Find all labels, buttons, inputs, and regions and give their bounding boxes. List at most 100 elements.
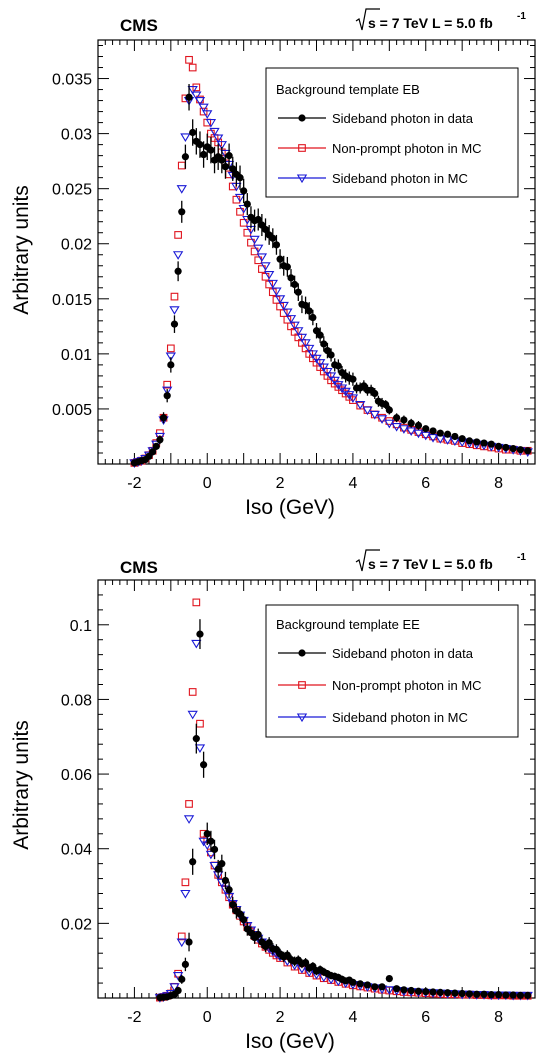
sideband-photon-in-data-point (207, 837, 215, 845)
non-prompt-photon-in-mc-point (177, 932, 186, 941)
sideband-photon-in-data-point (458, 989, 466, 998)
sideband-photon-in-data-point (327, 351, 335, 359)
sideband-photon-in-data-point (189, 858, 197, 866)
legend-marker-non-prompt-photon-in-mc (298, 681, 306, 689)
sideband-photon-in-mc-point (355, 400, 366, 410)
sideband-photon-in-mc-point (209, 127, 220, 137)
sideband-photon-in-data-point (200, 150, 208, 159)
x-axis-title: Iso (GeV) (245, 1030, 335, 1053)
sideband-photon-in-data-point (382, 400, 390, 409)
sideband-photon-in-data-point (407, 986, 415, 995)
sideband-photon-in-data-point (400, 986, 408, 994)
sideband-photon-in-data-point (240, 916, 248, 924)
sideband-photon-in-data-point (480, 439, 488, 447)
sideband-photon-in-data-point (502, 443, 510, 452)
sideband-photon-in-data-point (480, 990, 488, 998)
sideband-photon-in-data-point (185, 93, 193, 101)
sideband-photon-in-mc-point (427, 434, 439, 443)
axis-ticks: -2 0 2 4 6 8 0.005 0.01 0.015 0.02 0.025 0.03 0.035 (52, 40, 536, 492)
sideband-photon-in-data-point (473, 438, 481, 446)
axis-ticks: -2 0 2 4 6 8 0.02 0.04 0.06 0.08 0.1 (61, 580, 536, 1026)
sideband-photon-in-data-point (436, 988, 444, 997)
sideband-photon-in-data-point (444, 430, 452, 438)
y-tick-label: 0.06 (61, 767, 92, 784)
sideband-photon-in-mc-point (376, 415, 388, 424)
sideband-photon-in-data-point (349, 375, 357, 383)
sideband-photon-in-mc-point (304, 344, 315, 354)
sideband-photon-in-data-point (429, 988, 437, 996)
legend-label-sideband-photon-in-mc: Sideband photon in MC (332, 171, 468, 186)
non-prompt-photon-in-mc-point (170, 292, 179, 301)
sideband-photon-in-data-point (225, 886, 233, 894)
sideband-photon-in-data-point (243, 200, 251, 208)
sideband-photon-in-data-point (291, 280, 299, 289)
sideband-photon-in-data-point (294, 288, 302, 296)
sideband-photon-in-mc-point (191, 639, 202, 649)
sideband-photon-in-mc-point (176, 938, 187, 948)
legend-marker-sideband-photon-in-mc (296, 713, 308, 723)
sideband-photon-in-data-point (316, 331, 324, 339)
sideband-photon-in-data-point (502, 991, 510, 999)
sideband-photon-in-data-point (385, 974, 393, 983)
sideband-photon-in-data-point (214, 865, 222, 873)
data-markers (154, 598, 533, 1003)
sideband-photon-in-data-point (156, 436, 164, 444)
sideband-photon-in-data-point (261, 225, 270, 234)
legend-label-sideband-photon-in-data: Sideband photon in data (332, 646, 474, 661)
sideband-photon-in-mc-point (300, 339, 311, 348)
sideband-photon-in-data-point (305, 307, 313, 315)
legend-label-sideband-photon-in-mc: Sideband photon in MC (332, 710, 468, 725)
legend-box (265, 604, 519, 738)
sideband-photon-in-data-point (516, 991, 525, 999)
non-prompt-photon-in-mc-point (199, 107, 208, 116)
energy-lumi-label: s = 7 TeV L = 5.0 fb -1 (355, 549, 526, 572)
sideband-photon-in-mc-point (289, 321, 300, 331)
non-prompt-photon-in-mc-point (192, 598, 201, 607)
sideband-photon-in-data-point (192, 735, 200, 743)
sideband-photon-in-data-point (254, 930, 262, 939)
x-tick-label: 4 (348, 1009, 357, 1026)
sideband-photon-in-data-point (400, 416, 408, 424)
sideband-photon-in-mc-point (369, 410, 380, 420)
energy-lumi-text: s = 7 TeV L = 5.0 fb (368, 15, 493, 31)
sideband-photon-in-mc-point (249, 235, 260, 245)
sideband-photon-in-mc-point (420, 431, 431, 441)
y-axis-title: Arbitrary units (10, 720, 33, 850)
non-prompt-photon-in-mc-point (349, 396, 357, 404)
sideband-photon-in-data-point (163, 392, 171, 400)
sideband-photon-in-mc-point (384, 419, 395, 429)
sideband-photon-in-mc-point (213, 134, 224, 144)
y-tick-label: 0.04 (61, 842, 92, 859)
sideband-photon-in-mc-point (314, 359, 326, 368)
sideband-photon-in-mc-point (180, 133, 191, 142)
sideband-photon-in-mc-point (318, 363, 329, 373)
sideband-photon-in-mc-point (274, 295, 286, 304)
sideband-photon-in-data-point (218, 860, 226, 868)
sideband-photon-in-mc-point (180, 889, 191, 899)
sideband-photon-in-data-point (301, 301, 310, 310)
sideband-photon-in-mc-point (325, 372, 337, 381)
sideband-photon-in-data-point (458, 435, 466, 443)
sideband-photon-in-data-point (178, 208, 186, 216)
y-tick-label: 0.035 (52, 72, 92, 89)
sideband-photon-in-data-point (240, 187, 248, 195)
legend-label-non-prompt-photon-in-mc: Non-prompt photon in MC (332, 678, 482, 693)
x-tick-label: 6 (421, 1009, 430, 1026)
sideband-photon-in-mc-point (271, 287, 282, 297)
sideband-photon-in-mc-point (329, 376, 340, 386)
sideband-photon-in-mc-point (187, 710, 198, 720)
sideband-photon-in-data-point (371, 389, 379, 398)
panel-eb: CMS s = 7 TeV L = 5.0 fb -1 -2 0 2 4 6 8 0.005… (10, 8, 536, 519)
sideband-photon-in-mc-point (391, 423, 402, 432)
legend-label-non-prompt-photon-in-mc: Non-prompt photon in MC (332, 141, 482, 156)
sideband-photon-in-data-point (301, 958, 310, 967)
y-tick-label: 0.025 (52, 182, 92, 199)
sideband-photon-in-mc-point (278, 301, 289, 311)
sideband-photon-in-data-point (174, 267, 182, 275)
sideband-photon-in-data-point (429, 427, 437, 435)
legend-marker-sideband-photon-in-data (298, 114, 306, 122)
sideband-photon-in-data-point (422, 988, 430, 996)
x-tick-label: 0 (203, 1009, 212, 1026)
sideband-photon-in-mc-point (322, 367, 333, 377)
sideband-photon-in-data-point (436, 429, 444, 437)
